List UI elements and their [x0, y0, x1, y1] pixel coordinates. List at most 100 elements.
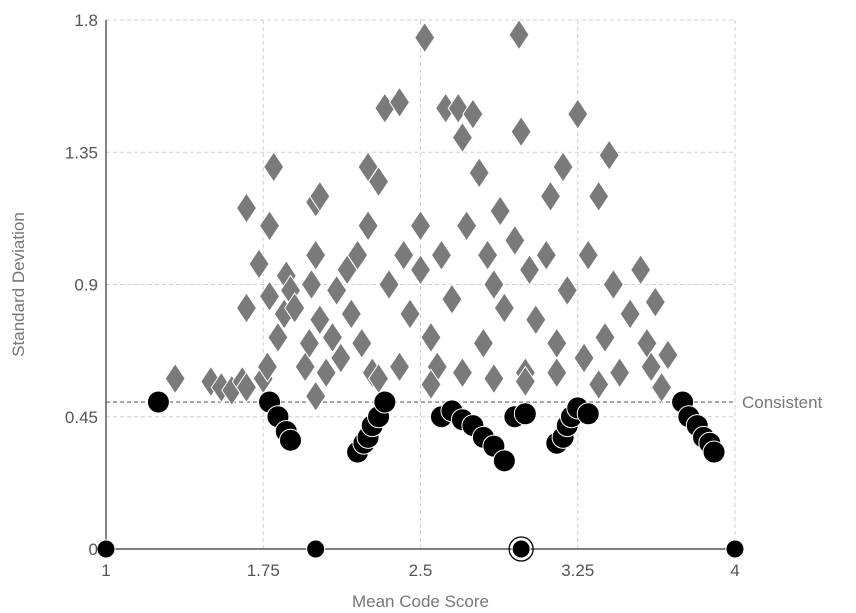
data-point-circle: [492, 449, 516, 473]
data-point-diamond: [388, 350, 411, 383]
data-point-diamond: [258, 209, 281, 242]
data-point-diamond: [441, 283, 463, 316]
data-point-diamond: [351, 327, 373, 360]
data-point-diamond: [567, 98, 589, 130]
data-point-diamond: [393, 239, 415, 272]
data-point-diamond: [510, 115, 532, 148]
data-point-diamond: [300, 268, 323, 301]
data-point-diamond: [451, 121, 474, 154]
tick-labels: 1 1.75 2.5 3.25 4 0 0.45 0.9 1.35 1.8: [65, 11, 740, 580]
data-point-diamond: [476, 239, 499, 272]
data-point-diamond: [525, 303, 547, 336]
data-point-diamond: [409, 253, 432, 286]
highlight-ring: [508, 536, 534, 562]
data-point-diamond: [447, 92, 469, 125]
data-point-circle: [146, 390, 170, 414]
data-point-diamond: [294, 350, 316, 383]
x-tick-label: 3.25: [561, 561, 594, 580]
data-point-diamond: [357, 209, 379, 242]
x-tick-label: 2.5: [409, 561, 433, 580]
data-point-diamond: [651, 371, 673, 404]
data-point-diamond: [263, 151, 285, 183]
data-point-diamond: [588, 180, 610, 213]
data-point-diamond: [248, 248, 270, 280]
data-point-diamond: [514, 365, 536, 398]
data-point-diamond: [235, 192, 258, 224]
y-tick-label: 0.45: [65, 408, 98, 427]
y-tick-label: 0: [89, 540, 98, 559]
data-point-diamond: [330, 342, 352, 374]
data-point-diamond: [546, 327, 568, 360]
data-point-circle: [279, 428, 303, 452]
data-point-diamond: [644, 286, 666, 319]
data-point-diamond: [378, 268, 400, 301]
inconsistent-series: [164, 18, 679, 413]
data-point-diamond: [602, 268, 624, 301]
data-point-diamond: [619, 297, 641, 330]
axes: [105, 20, 735, 550]
data-point-diamond: [420, 321, 442, 354]
data-point-circle: [96, 539, 116, 559]
data-point-circle: [306, 539, 326, 559]
data-point-circle: [513, 402, 537, 426]
data-point-diamond: [309, 303, 331, 336]
x-tick-label: 1: [101, 561, 110, 580]
data-point-diamond: [640, 350, 662, 383]
data-point-diamond: [518, 253, 541, 286]
data-point-diamond: [258, 280, 281, 313]
data-point-diamond: [305, 380, 327, 413]
y-tick-label: 1.8: [74, 11, 98, 30]
data-point-diamond: [235, 371, 258, 404]
y-tick-label: 0.9: [74, 276, 98, 295]
data-point-diamond: [430, 239, 453, 272]
data-point-diamond: [456, 209, 478, 242]
consistent-series: [96, 390, 745, 562]
y-tick-label: 1.35: [65, 143, 98, 162]
data-point-diamond: [630, 253, 652, 286]
data-point-diamond: [305, 239, 327, 272]
data-point-diamond: [483, 362, 505, 395]
data-point-diamond: [256, 350, 279, 383]
data-point-diamond: [326, 274, 348, 307]
data-point-diamond: [508, 18, 530, 51]
x-axis-title: Mean Code Score: [352, 592, 489, 611]
data-point-diamond: [472, 327, 495, 360]
y-axis-title: Standard Deviation: [9, 212, 28, 357]
data-point-diamond: [577, 239, 599, 272]
data-point-diamond: [164, 362, 186, 395]
data-point-circle: [702, 440, 726, 464]
data-point-circle: [511, 539, 531, 559]
data-point-diamond: [399, 297, 421, 330]
data-point-diamond: [451, 356, 474, 389]
data-point-diamond: [535, 239, 557, 272]
data-point-diamond: [315, 356, 337, 389]
data-point-circle: [576, 402, 600, 426]
data-point-diamond: [489, 195, 511, 227]
data-point-diamond: [588, 368, 610, 401]
data-point-diamond: [546, 356, 568, 389]
data-point-diamond: [321, 321, 344, 354]
data-point-diamond: [483, 268, 505, 301]
data-point-diamond: [573, 342, 595, 374]
x-tick-label: 1.75: [247, 561, 280, 580]
x-tick-label: 4: [730, 561, 739, 580]
data-point-diamond: [235, 292, 258, 324]
data-point-circle: [725, 539, 745, 559]
data-point-diamond: [552, 151, 574, 183]
data-point-diamond: [598, 139, 620, 172]
data-point-diamond: [409, 209, 432, 242]
data-point-diamond: [493, 292, 515, 324]
data-point-diamond: [340, 297, 362, 330]
data-point-diamond: [284, 292, 306, 324]
data-point-diamond: [462, 98, 484, 130]
data-point-diamond: [267, 321, 289, 354]
data-point-circle: [373, 390, 397, 414]
threshold-label: Consistent: [742, 393, 823, 412]
data-point-diamond: [298, 327, 320, 360]
data-point-diamond: [374, 92, 396, 125]
data-point-diamond: [556, 274, 578, 307]
data-point-diamond: [309, 180, 331, 213]
data-point-diamond: [468, 156, 490, 189]
data-point-diamond: [594, 321, 616, 354]
